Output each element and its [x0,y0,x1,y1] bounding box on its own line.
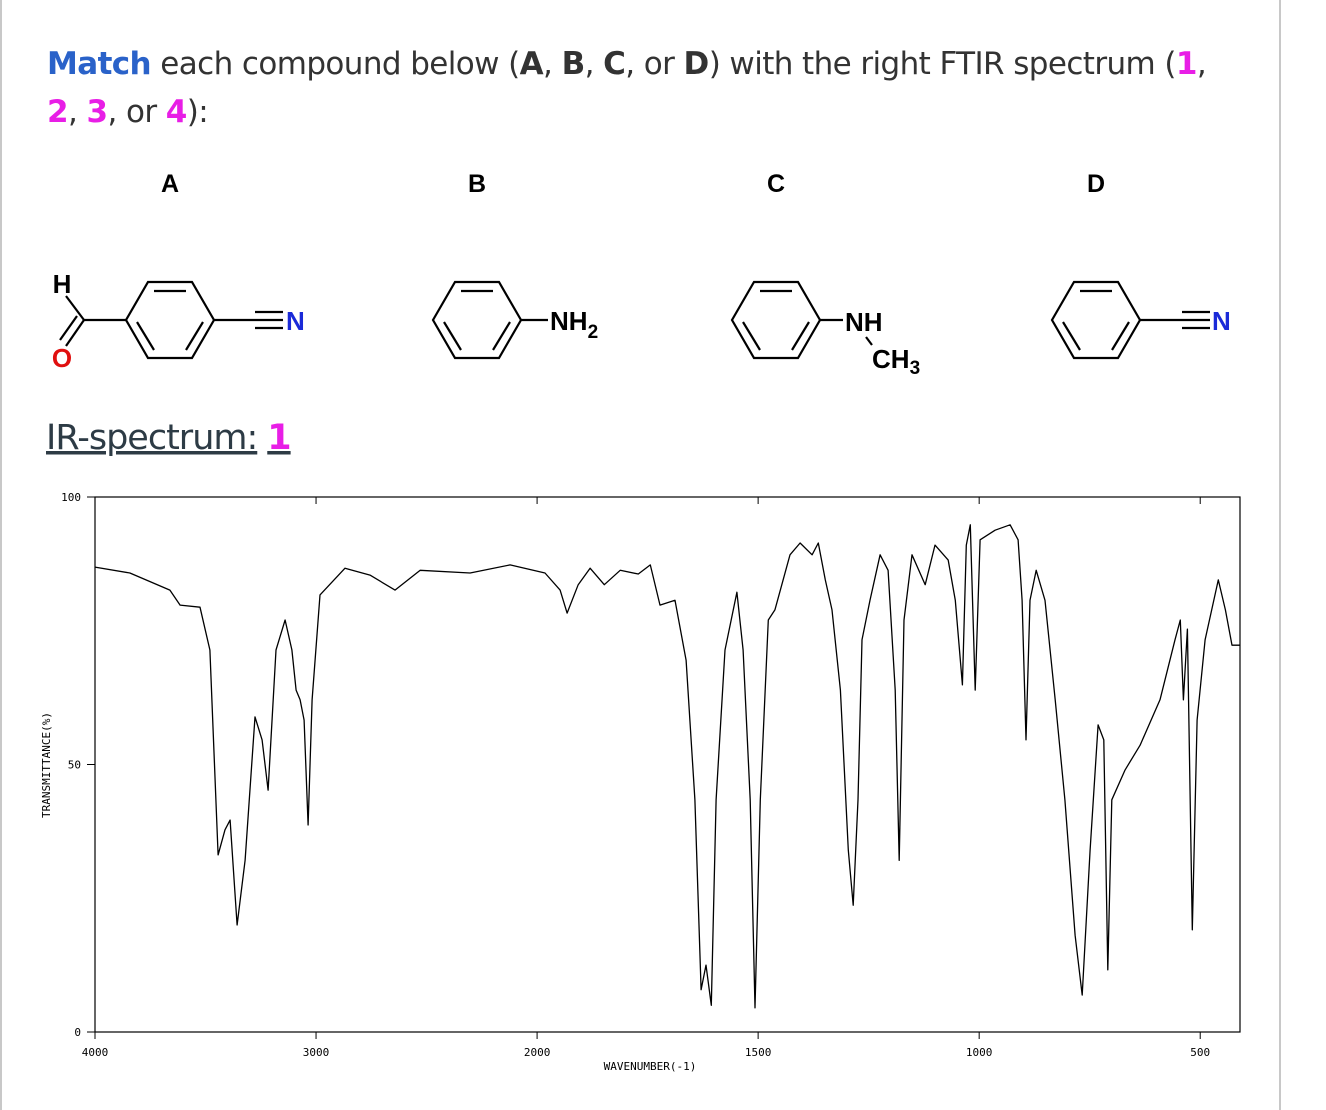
heading-number: 1 [267,418,290,458]
heading-text: IR-spectrum: [46,418,257,458]
question-text: , [584,46,604,82]
y-tick-label: 50 [68,759,81,772]
question-text: ): [186,94,209,130]
atom-label: H [53,269,72,299]
question-text: , [67,94,87,130]
question-text: C [603,46,626,82]
compound-label: C [767,170,785,198]
x-tick-label: 2000 [524,1046,551,1059]
question-text: B [561,46,586,82]
question-text: ) with the right FTIR spectrum ( [708,46,1177,82]
question-text: 2 [47,94,69,130]
structure-d [1050,280,1210,360]
x-tick-label: 4000 [82,1046,109,1059]
question-text: A [519,46,544,82]
compound-label: A [161,170,179,198]
atom-label: NH [845,307,883,337]
question-text: , [1196,46,1216,82]
atom-label: NH2 [550,306,598,343]
compound-label: B [468,170,486,198]
question-text: 3 [86,94,109,130]
structure-a [59,280,283,360]
x-tick-label: 500 [1190,1046,1210,1059]
y-tick-label: 100 [61,491,81,504]
atom-subscript: 3 [910,358,921,379]
structure-c [730,280,873,360]
y-axis-label: TRANSMITTANCE(%) [40,712,53,818]
atom-text: CH [872,344,910,374]
atom-label: N [1212,306,1231,336]
compound-label: D [1087,170,1105,198]
plot-frame [94,496,1241,1033]
atom-label: N [286,306,305,336]
question-text: , [543,46,562,82]
atom-label: O [52,343,72,373]
question-text: each compound below ( [151,46,520,82]
spectrum-heading: IR-spectrum: 1 [46,418,291,458]
x-tick-label: 1500 [745,1046,772,1059]
question-text: Match [47,46,152,82]
question-text: , or [625,46,684,82]
question-text: 4 [165,94,188,130]
question: Match each compound below (A, B, C, or D… [47,40,1242,136]
question-text: , or [107,94,166,130]
question-text: 1 [1175,46,1198,82]
x-tick-label: 1000 [966,1046,993,1059]
spectrum-line [94,524,1240,1009]
x-axis-label: WAVENUMBER(-1) [604,1060,697,1073]
question-text: D [683,46,710,82]
atom-label: CH3 [872,344,920,379]
structure-b [431,280,548,360]
y-tick-label: 0 [74,1026,81,1039]
x-tick-label: 3000 [303,1046,330,1059]
atom-text: NH [550,306,588,336]
atom-subscript: 2 [588,322,599,343]
